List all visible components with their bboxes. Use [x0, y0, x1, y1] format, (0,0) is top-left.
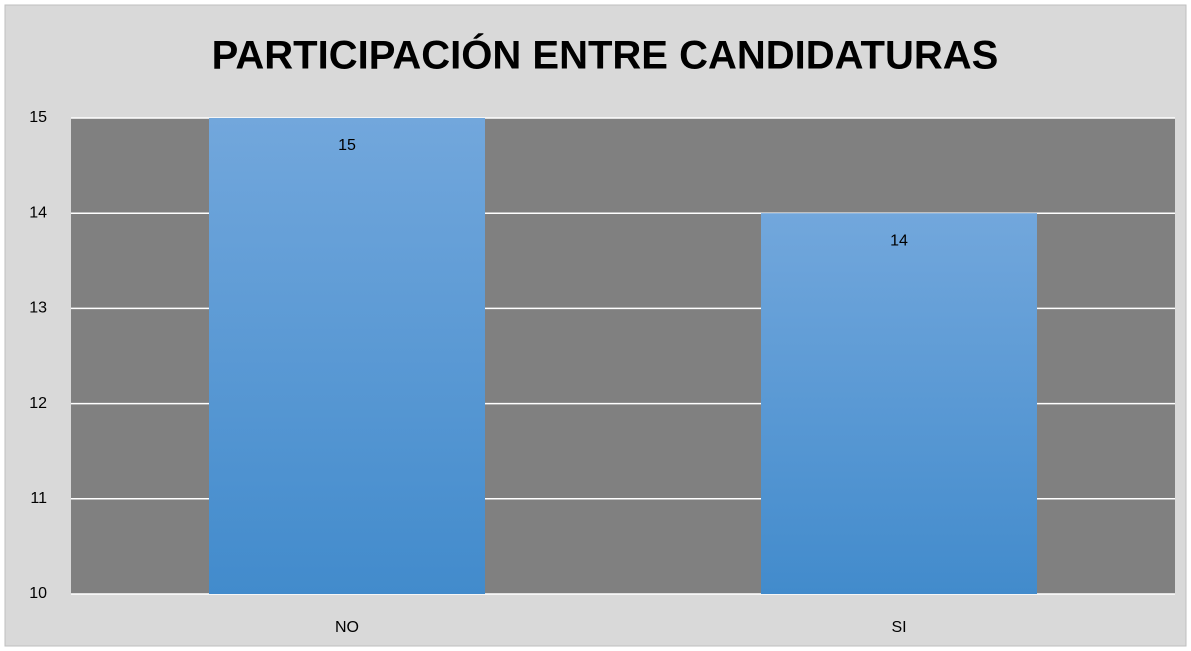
- x-tick-label: NO: [335, 619, 359, 636]
- bar: [761, 213, 1037, 594]
- y-tick-label: 15: [29, 109, 47, 126]
- data-label: 15: [338, 137, 356, 154]
- y-tick-label: 14: [29, 204, 47, 221]
- bar: [209, 118, 485, 594]
- data-label: 14: [890, 232, 908, 249]
- y-tick-label: 10: [29, 585, 47, 602]
- x-tick-label: SI: [891, 619, 906, 636]
- y-tick-label: 13: [29, 300, 47, 317]
- y-tick-label: 11: [30, 490, 47, 507]
- chart-title: PARTICIPACIÓN ENTRE CANDIDATURAS: [212, 32, 999, 78]
- y-tick-label: 12: [29, 395, 47, 412]
